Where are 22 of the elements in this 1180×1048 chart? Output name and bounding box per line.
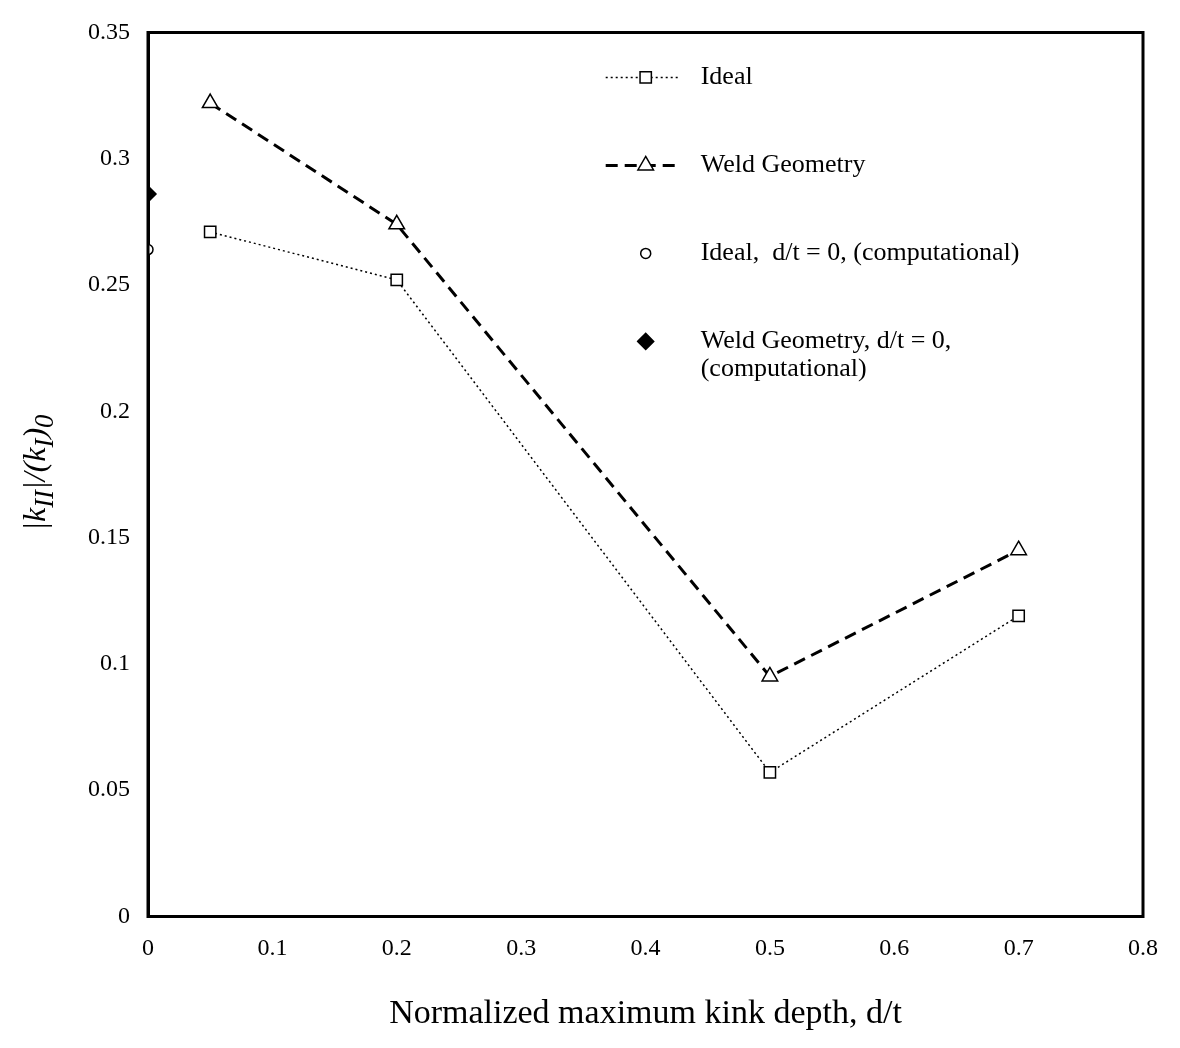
x-tick-label: 0 [142,934,154,961]
y-tick-label: 0.3 [100,143,130,170]
y-tick-label: 0.35 [88,17,130,44]
legend-label: Weld Geometry [700,149,866,179]
legend-label: Ideal [700,61,753,91]
x-tick-label: 0.5 [754,934,785,961]
y-tick-label: 0.2 [100,396,130,423]
x-tick-label: 0.7 [1003,934,1034,961]
x-tick-label: 0.8 [1128,934,1158,961]
y-tick-label: 0.05 [88,775,130,802]
legend-label: Weld Geometry, d/t = 0, (computational) [700,325,952,383]
legend-label: Ideal, d/t = 0, (computational) [700,237,1020,267]
x-tick-label: 0.2 [381,934,412,961]
x-tick-label: 0.6 [879,934,910,961]
y-tick-label: 0.15 [88,522,130,549]
x-tick-label: 0.4 [630,934,661,961]
x-tick-label: 0.1 [257,934,288,961]
y-tick-label: 0.1 [100,649,130,676]
x-axis-title: Normalized maximum kink depth, d/t [389,992,903,1030]
y-tick-label: 0.25 [88,270,130,297]
y-tick-label: 0 [118,901,130,928]
x-tick-label: 0.3 [506,934,537,961]
